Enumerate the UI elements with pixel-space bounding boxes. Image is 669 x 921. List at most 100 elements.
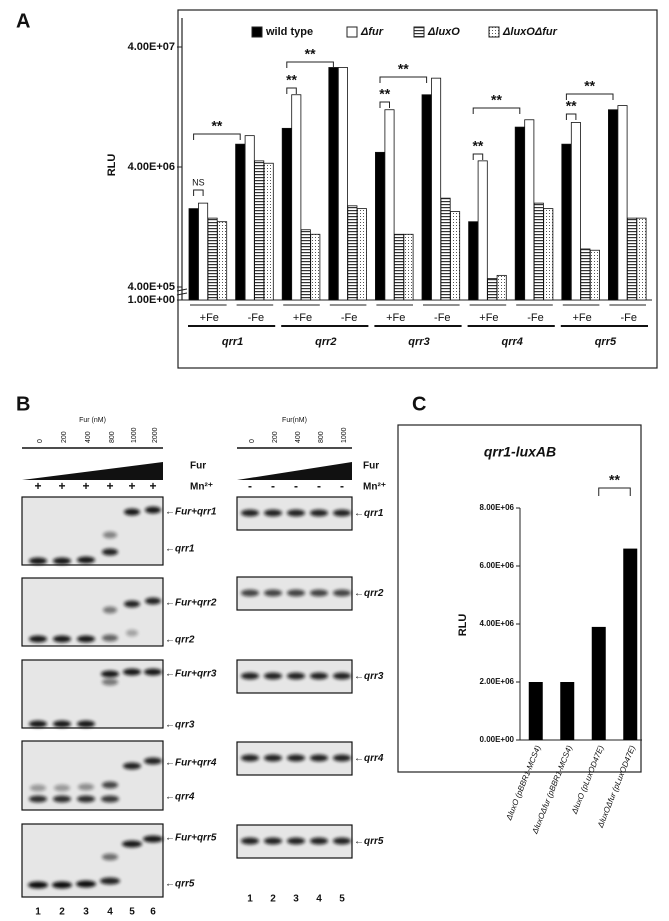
legend-label: wild type <box>265 26 313 38</box>
gel-band <box>264 754 282 762</box>
annotation: ** <box>472 138 483 154</box>
gel-band <box>29 795 47 803</box>
gel-band <box>287 672 305 680</box>
gel <box>21 496 164 566</box>
gel-band <box>53 557 71 565</box>
gel-band <box>124 508 140 516</box>
annotation-bracket <box>472 153 484 160</box>
band-label: ←Fur+qrr5 <box>165 833 217 844</box>
bar <box>561 143 572 301</box>
bar <box>188 208 199 301</box>
gel-band <box>310 754 328 762</box>
annotation-bracket <box>193 189 204 196</box>
bar <box>543 208 554 301</box>
bar <box>533 202 544 301</box>
gel-band <box>77 556 95 564</box>
bar <box>450 211 461 301</box>
legend-swatch <box>346 26 358 38</box>
annotation: ** <box>211 118 222 134</box>
bar <box>477 160 488 301</box>
lane-number: 4 <box>316 894 322 905</box>
bar <box>291 94 302 301</box>
bar <box>496 274 507 301</box>
annotation: ** <box>609 472 620 488</box>
annotation: ** <box>491 92 502 108</box>
x-tick-label: ΔluxO (pLuxOD47E) <box>570 744 606 816</box>
bar <box>589 249 600 301</box>
gel-band <box>100 877 120 885</box>
gel-band <box>333 589 351 597</box>
band-label: ←qrr5 <box>165 879 195 890</box>
bar <box>374 151 385 301</box>
annotation: ** <box>286 72 297 88</box>
bar <box>627 217 638 301</box>
concentration: 0 <box>249 439 256 443</box>
x-tick-label: -Fe <box>248 312 265 324</box>
concentration: 1000 <box>131 427 138 443</box>
gel-band <box>123 668 141 676</box>
mn-sign: + <box>34 479 41 493</box>
lane-number: 2 <box>59 907 65 918</box>
bar <box>623 548 638 740</box>
conc-title: Fur (nM) <box>79 417 106 424</box>
gel-band <box>28 881 48 889</box>
annotation: ** <box>379 86 390 102</box>
gel-band <box>287 837 305 845</box>
mn-label: Mn²⁺ <box>363 482 386 493</box>
bar <box>468 221 479 301</box>
gel-band <box>103 606 117 614</box>
concentration: 200 <box>272 431 279 443</box>
lane-number: 3 <box>83 907 89 918</box>
bar <box>580 248 591 301</box>
band-label: ←qrr4 <box>165 792 195 803</box>
lane-number: 3 <box>293 894 299 905</box>
x-tick-label: +Fe <box>386 312 405 324</box>
panel-label: A <box>16 10 30 32</box>
bar <box>528 682 543 740</box>
mn-sign: + <box>128 479 135 493</box>
gel-band <box>52 881 72 889</box>
lane-number: 4 <box>107 907 113 918</box>
gel-band <box>145 506 161 514</box>
gel-band <box>145 597 161 605</box>
mn-sign: + <box>82 479 89 493</box>
annotation: ** <box>398 61 409 77</box>
y-tick-label: 8.00E+06 <box>480 503 515 512</box>
y-tick-label: 4.00E+05 <box>128 281 175 293</box>
gel-band <box>53 720 71 728</box>
gel-band <box>241 589 259 597</box>
band-label: ←Fur+qrr4 <box>165 758 217 769</box>
bar <box>217 221 228 301</box>
annotation-bracket <box>379 76 428 83</box>
x-tick-label: ΔluxO (pBBR1-MCS4) <box>504 744 543 822</box>
gel-band <box>77 635 95 643</box>
bar <box>207 217 218 301</box>
gel-band <box>310 837 328 845</box>
legend-label: Δfur <box>360 26 384 38</box>
gel-band <box>102 678 118 686</box>
ramp-label: Fur <box>363 461 379 472</box>
bar <box>244 135 255 301</box>
bar <box>636 217 647 301</box>
bar <box>608 109 619 301</box>
legend-label: ΔluxOΔfur <box>502 26 558 38</box>
bar <box>281 127 292 301</box>
annotation-bracket <box>598 487 631 496</box>
concentration: 1000 <box>341 427 348 443</box>
gel-band <box>241 672 259 680</box>
mn-sign: - <box>248 479 252 493</box>
gel-band <box>102 634 118 642</box>
mn-sign: - <box>340 479 344 493</box>
gel-band <box>102 548 118 556</box>
annotation: NS <box>192 177 205 187</box>
mn-sign: + <box>58 479 65 493</box>
gel-band <box>102 781 118 789</box>
group-label: qrr5 <box>595 336 617 348</box>
gel-band <box>333 672 351 680</box>
bar <box>310 233 321 301</box>
gel-band <box>30 784 46 792</box>
panel-frame <box>177 9 658 369</box>
gel <box>21 659 164 729</box>
gel-band <box>102 853 118 861</box>
gel-band <box>287 754 305 762</box>
